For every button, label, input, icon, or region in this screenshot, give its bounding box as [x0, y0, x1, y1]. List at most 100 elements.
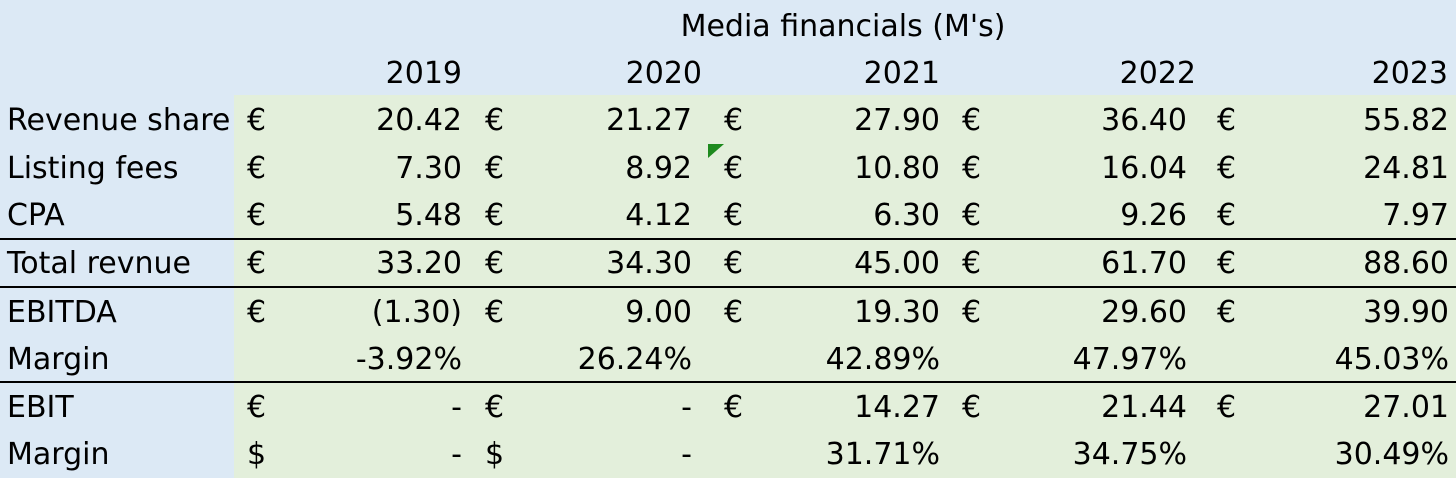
- value-cell[interactable]: 34.75%: [1072, 437, 1187, 472]
- value-cell[interactable]: 31.71%: [825, 437, 940, 472]
- value-cell[interactable]: 55.82: [1363, 103, 1449, 138]
- value-cell[interactable]: 10.80: [854, 151, 940, 186]
- currency-symbol: €: [247, 151, 267, 186]
- currency-symbol: €: [724, 151, 744, 186]
- value-cell[interactable]: 88.60: [1363, 246, 1449, 281]
- currency-symbol: €: [962, 246, 982, 281]
- table-row: Margin -3.92% 26.24% 42.89% 47.97% 45.03%: [0, 336, 1456, 383]
- value-cell[interactable]: 27.90: [854, 103, 940, 138]
- year-header-2023[interactable]: 2023: [1371, 56, 1448, 91]
- value-cell[interactable]: 5.48: [395, 198, 462, 233]
- currency-symbol: €: [247, 390, 267, 425]
- currency-symbol: €: [1217, 198, 1237, 233]
- value-cell[interactable]: -3.92%: [355, 342, 462, 377]
- value-cell[interactable]: -: [681, 390, 692, 425]
- value-cell[interactable]: 39.90: [1363, 295, 1449, 330]
- currency-symbol: €: [485, 246, 505, 281]
- currency-symbol: €: [1217, 151, 1237, 186]
- value-cell[interactable]: 19.30: [854, 295, 940, 330]
- currency-symbol: $: [485, 437, 505, 472]
- row-label[interactable]: Margin: [7, 437, 110, 472]
- table-row: EBIT € - € - €14.27 €21.44 €27.01: [0, 384, 1456, 431]
- currency-symbol: €: [247, 103, 267, 138]
- row-label[interactable]: EBIT: [7, 390, 74, 425]
- currency-symbol: [962, 431, 992, 478]
- currency-symbol: €: [247, 295, 267, 330]
- value-cell[interactable]: 6.30: [873, 198, 940, 233]
- currency-symbol: €: [485, 295, 505, 330]
- value-cell[interactable]: 30.49%: [1334, 437, 1449, 472]
- currency-symbol: €: [724, 198, 744, 233]
- value-cell[interactable]: 42.89%: [825, 342, 940, 377]
- currency-symbol: [1217, 431, 1247, 478]
- year-header-2022[interactable]: 2022: [1119, 56, 1196, 91]
- value-cell[interactable]: 26.24%: [577, 342, 692, 377]
- currency-symbol: €: [962, 151, 982, 186]
- row-label[interactable]: EBITDA: [7, 295, 117, 330]
- value-cell[interactable]: 9.26: [1120, 198, 1187, 233]
- value-cell[interactable]: -: [451, 390, 462, 425]
- year-header-2021[interactable]: 2021: [863, 56, 940, 91]
- currency-symbol: €: [962, 295, 982, 330]
- currency-symbol: €: [724, 390, 744, 425]
- row-label[interactable]: Total revnue: [7, 246, 191, 281]
- value-cell[interactable]: 36.40: [1101, 103, 1187, 138]
- value-cell[interactable]: 29.60: [1101, 295, 1187, 330]
- currency-symbol: €: [485, 103, 505, 138]
- value-cell[interactable]: 4.12: [625, 198, 692, 233]
- currency-symbol: €: [1217, 103, 1237, 138]
- value-cell[interactable]: 61.70: [1101, 246, 1187, 281]
- row-label[interactable]: CPA: [7, 198, 65, 233]
- value-cell[interactable]: 7.30: [395, 151, 462, 186]
- currency-symbol: [247, 336, 277, 383]
- comment-indicator-icon[interactable]: [708, 144, 724, 158]
- currency-symbol: €: [724, 103, 744, 138]
- year-header-2019[interactable]: 2019: [385, 56, 462, 91]
- currency-symbol: €: [1217, 295, 1237, 330]
- value-cell[interactable]: 8.92: [625, 151, 692, 186]
- divider-total: [0, 238, 1456, 240]
- currency-symbol: €: [724, 246, 744, 281]
- currency-symbol: €: [962, 198, 982, 233]
- value-cell[interactable]: 45.03%: [1334, 342, 1449, 377]
- table-row: Listing fees €7.30 €8.92 €10.80 €16.04 €24.81: [0, 145, 1456, 192]
- currency-symbol: [1217, 336, 1247, 383]
- table-row: EBITDA € (1.30) €9.00 €19.30 €29.60 €39.90: [0, 289, 1456, 336]
- value-cell[interactable]: 33.20: [376, 246, 462, 281]
- row-label[interactable]: Margin: [7, 342, 110, 377]
- value-cell[interactable]: -: [681, 437, 692, 472]
- value-cell[interactable]: 45.00: [854, 246, 940, 281]
- value-cell[interactable]: 14.27: [854, 390, 940, 425]
- currency-symbol: €: [247, 246, 267, 281]
- value-cell[interactable]: 16.04: [1101, 151, 1187, 186]
- divider-ebit: [0, 381, 1456, 383]
- currency-symbol: [962, 336, 992, 383]
- currency-symbol: €: [247, 198, 267, 233]
- value-cell[interactable]: 20.42: [376, 103, 462, 138]
- value-cell[interactable]: 27.01: [1363, 390, 1449, 425]
- value-cell[interactable]: 7.97: [1382, 198, 1449, 233]
- row-label[interactable]: Revenue share: [7, 103, 231, 138]
- value-cell[interactable]: 34.30: [606, 246, 692, 281]
- currency-symbol: €: [1217, 390, 1237, 425]
- value-cell[interactable]: (1.30): [371, 295, 462, 330]
- currency-symbol: €: [485, 198, 505, 233]
- value-cell[interactable]: 24.81: [1363, 151, 1449, 186]
- currency-symbol: [485, 336, 515, 383]
- divider-ebitda: [0, 286, 1456, 288]
- row-label[interactable]: Listing fees: [7, 151, 179, 186]
- value-cell[interactable]: 47.97%: [1072, 342, 1187, 377]
- table-row: Total revnue €33.20 €34.30 €45.00 €61.70 €88.…: [0, 240, 1456, 287]
- value-cell[interactable]: -: [451, 437, 462, 472]
- value-cell[interactable]: 9.00: [625, 295, 692, 330]
- currency-symbol: €: [485, 390, 505, 425]
- currency-symbol: €: [485, 151, 505, 186]
- year-header-2020[interactable]: 2020: [625, 56, 702, 91]
- currency-symbol: €: [1217, 246, 1237, 281]
- table-title: Media financials (M's): [680, 9, 1006, 44]
- value-cell[interactable]: 21.27: [606, 103, 692, 138]
- value-cell[interactable]: 21.44: [1101, 390, 1187, 425]
- table-row: CPA €5.48 €4.12 €6.30 €9.26 €7.97: [0, 192, 1456, 239]
- currency-symbol: $: [247, 437, 267, 472]
